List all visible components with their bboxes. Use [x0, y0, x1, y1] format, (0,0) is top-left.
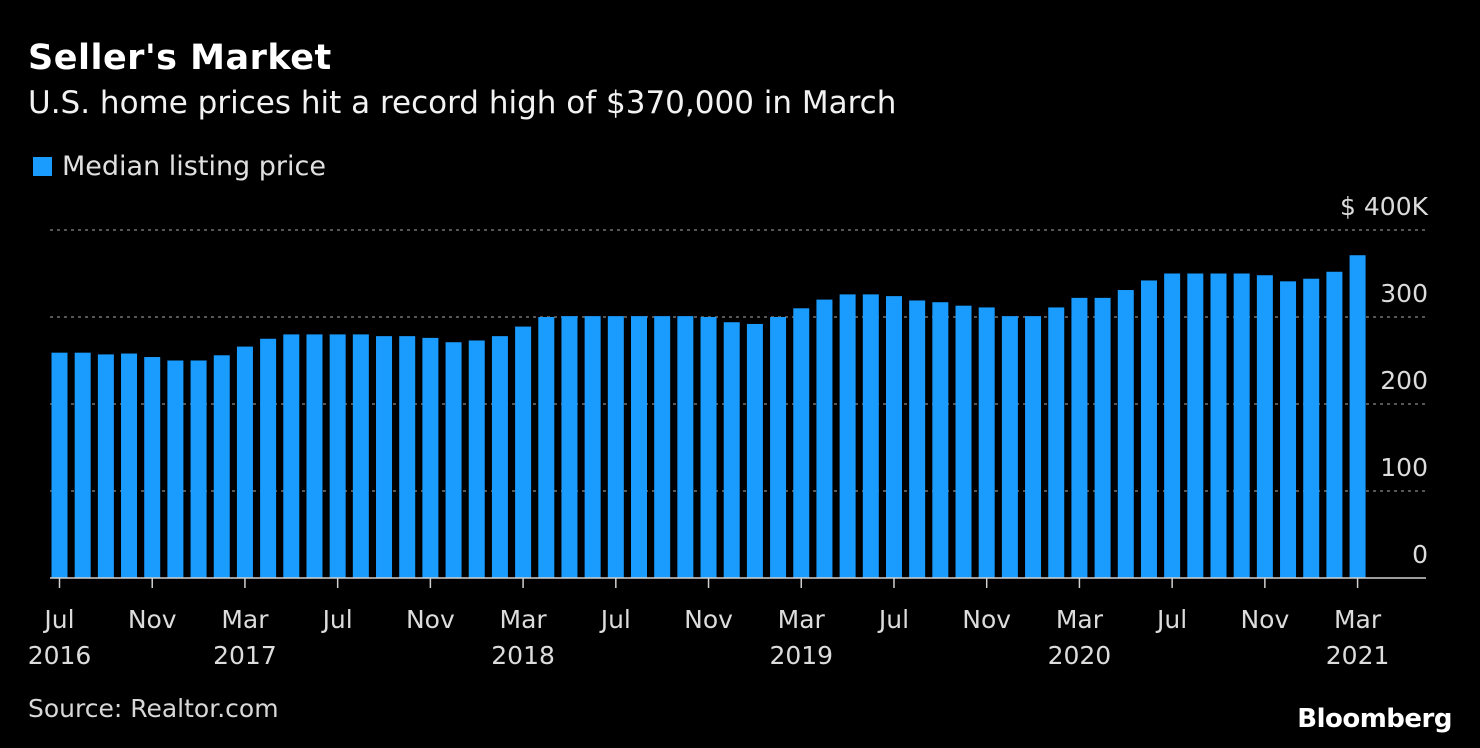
y-tick-label: 0 [1412, 540, 1428, 569]
bar [1187, 273, 1204, 578]
bar [1280, 281, 1297, 578]
bar [584, 316, 601, 578]
bar [352, 334, 369, 578]
bar [770, 317, 787, 578]
bar [816, 299, 833, 578]
x-tick-month-label: Jul [599, 605, 631, 634]
x-tick-month-label: Jul [877, 605, 909, 634]
bar [1094, 297, 1111, 578]
legend-swatch [33, 157, 52, 176]
bar [932, 302, 949, 578]
bar [515, 326, 532, 578]
y-tick-label: $ 400K [1340, 192, 1429, 221]
bar [1210, 273, 1227, 578]
bar [607, 316, 624, 578]
bar [121, 353, 138, 578]
bar [1071, 297, 1088, 578]
bar [746, 323, 763, 578]
legend-label: Median listing price [62, 151, 326, 182]
bar [1164, 273, 1181, 578]
bar [190, 360, 207, 578]
x-tick-year-label: 2017 [213, 641, 277, 670]
legend: Median listing price [33, 151, 326, 182]
x-tick-month-label: Nov [406, 605, 455, 634]
x-tick-month-label: Jul [321, 605, 353, 634]
bar [885, 296, 902, 578]
bar [97, 354, 114, 578]
x-tick-month-label: Mar [500, 605, 548, 634]
bar [677, 316, 694, 578]
bar [144, 357, 161, 578]
bar [1233, 273, 1250, 578]
x-tick-month-label: Nov [684, 605, 733, 634]
bar [700, 317, 717, 578]
x-tick-month-label: Nov [1240, 605, 1289, 634]
x-tick-year-label: 2018 [491, 641, 555, 670]
x-tick-month-label: Mar [1334, 605, 1382, 634]
x-tick-month-label: Mar [1056, 605, 1104, 634]
bar [1140, 280, 1157, 578]
bar [213, 355, 230, 578]
bar [723, 322, 740, 578]
chart-subtitle: U.S. home prices hit a record high of $3… [28, 85, 897, 121]
bar [1303, 278, 1320, 578]
x-tick-month-label: Jul [1155, 605, 1187, 634]
y-tick-label: 200 [1380, 366, 1428, 395]
bar [955, 305, 972, 578]
bar [422, 337, 439, 578]
x-tick-month-label: Nov [128, 605, 177, 634]
bloomberg-logo: Bloomberg [1297, 704, 1452, 734]
bar [654, 316, 671, 578]
y-tick-label: 100 [1380, 453, 1428, 482]
bar [1256, 275, 1273, 578]
bar [260, 338, 277, 578]
bar [236, 346, 253, 578]
bar [1326, 271, 1343, 578]
bar [1349, 255, 1366, 579]
bar [1001, 316, 1018, 578]
bar [909, 300, 926, 578]
bar [631, 316, 647, 578]
bar [1117, 290, 1134, 578]
bar [399, 336, 416, 578]
bar [839, 294, 856, 578]
bar [445, 342, 462, 578]
bar [51, 352, 68, 578]
bar [491, 336, 508, 578]
x-tick-year-label: 2021 [1326, 641, 1390, 670]
bar [283, 334, 300, 578]
bar [538, 317, 555, 578]
chart-title: Seller's Market [28, 38, 332, 78]
bar [978, 307, 995, 578]
x-tick-month-label: Nov [962, 605, 1011, 634]
bar [167, 360, 184, 578]
bar [376, 336, 393, 578]
x-tick-month-label: Mar [778, 605, 826, 634]
bar [561, 316, 578, 578]
x-tick-month-label: Mar [221, 605, 269, 634]
bar [793, 308, 810, 578]
bar [862, 294, 879, 578]
source-note: Source: Realtor.com [28, 694, 279, 723]
bar [1048, 307, 1065, 578]
bar [74, 352, 91, 578]
bar [306, 334, 323, 578]
y-tick-label: 300 [1380, 279, 1428, 308]
x-tick-month-label: Jul [42, 605, 74, 634]
x-tick-year-label: 2019 [769, 641, 833, 670]
x-tick-year-label: 2016 [28, 641, 92, 670]
bar [329, 334, 346, 578]
x-tick-year-label: 2020 [1048, 641, 1112, 670]
bar [468, 340, 485, 578]
bar [1025, 316, 1042, 578]
